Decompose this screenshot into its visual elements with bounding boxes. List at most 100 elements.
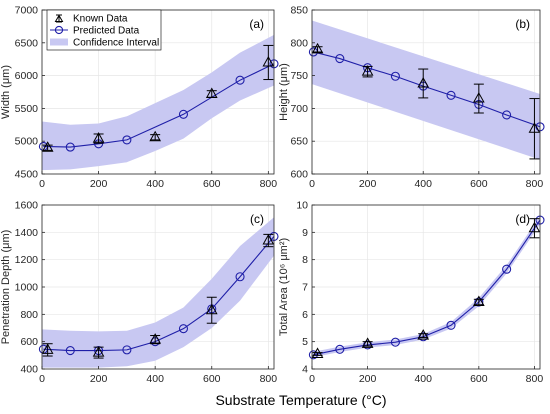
y-tick-label: 10 bbox=[296, 200, 308, 212]
x-tick-label: 200 bbox=[90, 178, 108, 190]
x-tick-label: 800 bbox=[260, 178, 278, 190]
x-tick-label: 200 bbox=[359, 373, 377, 385]
x-axis-label: Substrate Temperature (°C) bbox=[215, 392, 386, 408]
panel-b: 0 200 400 600 800 600 650 700 750 800 850 Height (μ… bbox=[278, 5, 545, 190]
y-tick-label: 650 bbox=[290, 136, 308, 148]
legend-ci-label: Confidence Interval bbox=[73, 38, 159, 49]
confidence-band bbox=[312, 20, 540, 160]
y-tick-label: 7 bbox=[302, 282, 308, 294]
x-tick-label: 400 bbox=[146, 178, 164, 190]
known-point bbox=[417, 329, 430, 340]
confidence-band bbox=[42, 217, 274, 368]
y-tick-label: 800 bbox=[20, 309, 38, 321]
legend-predicted-marker bbox=[50, 25, 68, 35]
predicted-point bbox=[122, 135, 132, 145]
x-tick-label: 600 bbox=[470, 373, 488, 385]
y-tick-label: 1000 bbox=[15, 282, 39, 294]
y-tick-label: 800 bbox=[290, 37, 308, 49]
y-tick-label: 8 bbox=[302, 254, 308, 266]
y-tick-label: 6000 bbox=[15, 70, 39, 82]
panel-tag: (b) bbox=[515, 17, 530, 31]
known-point bbox=[92, 132, 105, 143]
predicted-point bbox=[235, 75, 245, 85]
predicted-point bbox=[335, 344, 345, 354]
x-tick-label: 600 bbox=[203, 373, 221, 385]
predicted-point bbox=[178, 109, 189, 119]
known-point bbox=[528, 122, 541, 133]
known-point bbox=[262, 55, 275, 67]
known-point bbox=[41, 343, 54, 354]
predicted-point bbox=[335, 53, 345, 64]
y-tick-label: 9 bbox=[302, 227, 308, 239]
y-tick-label: 7000 bbox=[15, 5, 39, 17]
known-point bbox=[528, 221, 541, 233]
y-axis-label: Width (μm) bbox=[0, 65, 12, 119]
panel-c: 0 200 400 600 800 400 600 800 1000 1200 1400 1600 Pe… bbox=[0, 200, 279, 385]
x-tick-label: 0 bbox=[309, 178, 315, 190]
predicted-point bbox=[446, 90, 456, 100]
y-tick-label: 1200 bbox=[15, 254, 39, 266]
predicted-line bbox=[43, 63, 275, 148]
confidence-band bbox=[312, 215, 540, 358]
known-point bbox=[361, 65, 374, 76]
y-tick-label: 750 bbox=[290, 70, 308, 82]
y-axis-label: Height (μm) bbox=[278, 63, 290, 121]
y-tick-label: 1400 bbox=[15, 227, 39, 239]
legend: Known Data Predicted Data Confidence Int… bbox=[46, 9, 162, 51]
y-tick-label: 600 bbox=[290, 169, 308, 181]
predicted-point bbox=[390, 71, 400, 81]
x-tick-label: 600 bbox=[203, 178, 221, 190]
legend-ci-swatch bbox=[50, 38, 68, 46]
x-tick-label: 600 bbox=[470, 178, 488, 190]
x-tick-label: 200 bbox=[359, 178, 377, 190]
y-tick-label: 4500 bbox=[15, 169, 39, 181]
known-point bbox=[361, 337, 374, 348]
known-point bbox=[472, 295, 485, 307]
x-tick-label: 800 bbox=[526, 373, 544, 385]
x-tick-label: 400 bbox=[414, 373, 432, 385]
y-tick-label: 4 bbox=[302, 364, 308, 376]
x-tick-label: 400 bbox=[146, 373, 164, 385]
predicted-point bbox=[65, 345, 75, 356]
x-tick-label: 0 bbox=[39, 373, 45, 385]
predicted-point bbox=[446, 320, 456, 330]
y-tick-label: 5 bbox=[302, 336, 308, 348]
predicted-point bbox=[235, 272, 245, 282]
known-point bbox=[205, 303, 218, 315]
legend-known-marker bbox=[54, 14, 64, 23]
known-point bbox=[472, 92, 485, 103]
predicted-point bbox=[502, 264, 512, 274]
x-tick-label: 800 bbox=[526, 178, 544, 190]
panel-tag: (c) bbox=[250, 212, 264, 226]
known-point bbox=[262, 234, 275, 245]
predicted-point bbox=[390, 337, 400, 347]
y-tick-label: 400 bbox=[20, 364, 38, 376]
x-tick-label: 400 bbox=[414, 178, 432, 190]
known-point bbox=[41, 141, 54, 152]
x-tick-label: 200 bbox=[90, 373, 108, 385]
predicted-point bbox=[122, 345, 132, 355]
legend-known-label: Known Data bbox=[73, 14, 128, 25]
panel-tag: (a) bbox=[249, 17, 264, 31]
legend-predicted-label: Predicted Data bbox=[73, 26, 140, 37]
y-tick-label: 5500 bbox=[15, 103, 39, 115]
y-tick-label: 700 bbox=[290, 103, 308, 115]
panel-tag: (d) bbox=[515, 212, 530, 226]
y-axis-label: Penetration Depth (μm) bbox=[0, 230, 12, 345]
known-point bbox=[417, 76, 430, 88]
known-point bbox=[311, 42, 324, 54]
axes-frame bbox=[311, 9, 541, 175]
y-tick-label: 5000 bbox=[15, 136, 39, 148]
predicted-point bbox=[65, 142, 75, 152]
y-tick-label: 1600 bbox=[15, 200, 39, 212]
x-tick-label: 0 bbox=[39, 178, 45, 190]
known-point bbox=[205, 87, 218, 98]
y-axis-label: Total Area (10⁶ μm²) bbox=[278, 238, 290, 336]
known-point bbox=[149, 333, 162, 344]
known-point bbox=[92, 346, 105, 357]
y-tick-label: 850 bbox=[290, 5, 308, 17]
known-point bbox=[149, 130, 162, 142]
y-tick-label: 6500 bbox=[15, 37, 39, 49]
panel-d: 0 200 400 600 800 4 5 6 7 8 9 10 Total Area (10⁶ μm²… bbox=[278, 200, 545, 385]
